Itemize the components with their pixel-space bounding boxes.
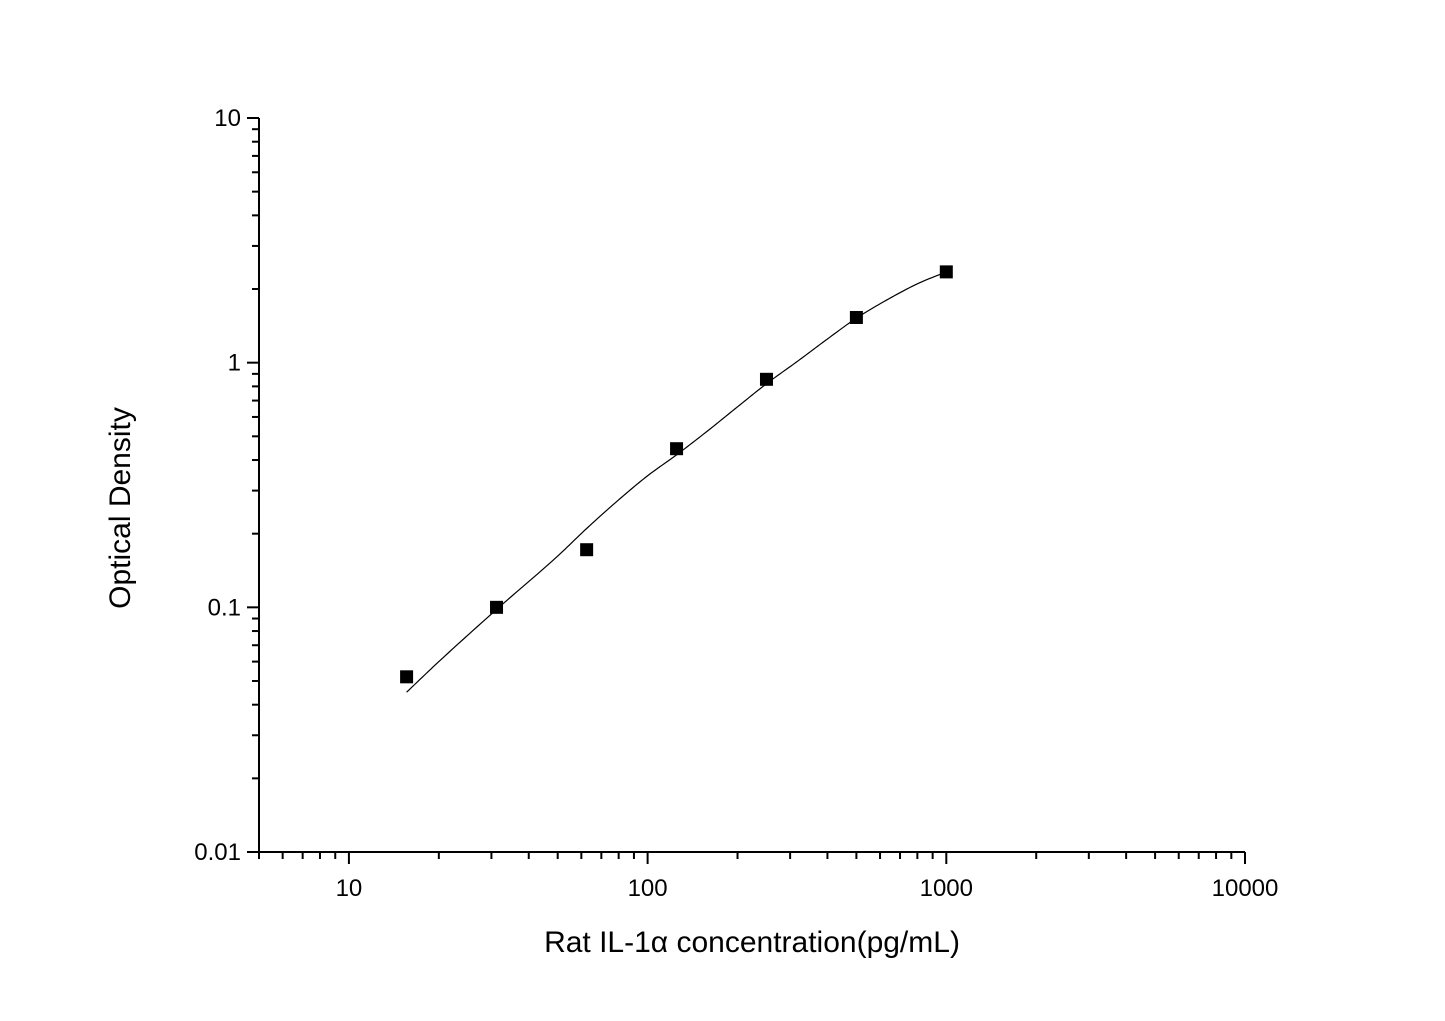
y-tick-label: 0.01: [194, 839, 241, 866]
fit-curve: [406, 271, 947, 693]
x-axis-title: Rat IL-1α concentration(pg/mL): [544, 926, 960, 959]
x-tick-label: 10: [336, 875, 363, 902]
data-point: [580, 543, 594, 557]
curve-layer: [406, 271, 947, 693]
y-tick-label: 1: [228, 350, 241, 377]
y-tick-label: 0.1: [208, 594, 241, 621]
data-point: [759, 372, 773, 386]
data-point: [849, 310, 863, 324]
axes-layer: 10 100 1000 10000 0.01 0.1 1 10: [194, 105, 1278, 902]
data-point: [939, 265, 953, 279]
x-tick-label: 10000: [1212, 875, 1279, 902]
x-tick-label: 100: [628, 875, 668, 902]
data-point: [490, 600, 504, 614]
data-point: [400, 670, 414, 684]
points-layer: [400, 265, 953, 684]
y-axis-title: Optical Density: [104, 407, 137, 609]
y-tick-label: 10: [214, 105, 241, 132]
data-point: [670, 442, 684, 456]
x-tick-label: 1000: [920, 875, 973, 902]
